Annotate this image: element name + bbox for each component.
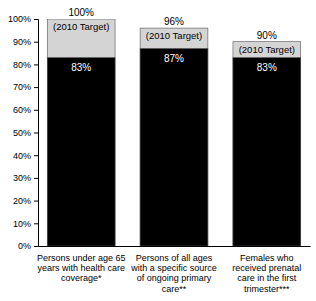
tick: Persons under age 65years with health ca… bbox=[37, 246, 126, 283]
tick-mark bbox=[34, 155, 38, 156]
tick-label: Persons of all ageswith a specific sourc… bbox=[130, 253, 217, 294]
x-axis: Persons under age 65years with health ca… bbox=[37, 246, 311, 294]
tick-label: 100% bbox=[8, 14, 31, 24]
tick-mark bbox=[34, 133, 38, 134]
value-bar bbox=[140, 49, 208, 246]
tick-label: Persons under age 65years with health ca… bbox=[37, 253, 126, 284]
tick-label-line: coverage* bbox=[61, 273, 102, 283]
tick: 60% bbox=[13, 105, 38, 115]
tick-label: 40% bbox=[13, 151, 31, 161]
value-bar bbox=[47, 58, 115, 246]
axis-line bbox=[34, 20, 39, 247]
y-axis: 0% 10% 20% 30% 40% 50% 60% 70% 80% 90% 100% bbox=[8, 14, 39, 251]
tick-label: Females whoreceived prenatalcare in the … bbox=[232, 253, 301, 294]
tick: 0% bbox=[18, 241, 38, 251]
tick-label: 20% bbox=[13, 196, 31, 206]
tick-label-line: of ongoing primary bbox=[137, 273, 212, 283]
tick-mark bbox=[34, 64, 38, 65]
tick: 100% bbox=[8, 14, 38, 24]
tick-mark bbox=[34, 42, 38, 43]
data-label: 96% bbox=[164, 16, 184, 27]
data-label: 87% bbox=[164, 53, 184, 64]
series bbox=[47, 19, 300, 246]
tick: 80% bbox=[13, 60, 38, 70]
tick: 40% bbox=[13, 151, 38, 161]
tick-label-line: Persons of all ages bbox=[136, 253, 213, 263]
value-bar bbox=[233, 58, 301, 246]
tick-label: 30% bbox=[13, 173, 31, 183]
tick-label: 90% bbox=[13, 37, 31, 47]
target-bar bbox=[47, 19, 115, 246]
tick-mark bbox=[34, 246, 38, 247]
target-bar bbox=[140, 28, 208, 246]
tick: 20% bbox=[13, 196, 38, 206]
tick: 70% bbox=[13, 82, 38, 92]
chart: 100% (2010 Target) 96% (2010 Target) 90% (201… bbox=[0, 0, 316, 301]
tick: 50% bbox=[13, 128, 38, 138]
tick-label: 0% bbox=[18, 241, 31, 251]
tick: 90% bbox=[13, 37, 38, 47]
tick-label: 80% bbox=[13, 60, 31, 70]
tick-label: 60% bbox=[13, 105, 31, 115]
data-label: 83% bbox=[71, 62, 91, 73]
data-label: 100% bbox=[68, 7, 94, 18]
tick: Females whoreceived prenatalcare in the … bbox=[232, 246, 301, 294]
tick-mark bbox=[34, 19, 38, 20]
tick-label-line: Persons under age 65 bbox=[37, 253, 126, 263]
tick-label-line: received prenatal bbox=[232, 263, 301, 273]
tick-label-line: care in the first bbox=[237, 273, 297, 283]
series-label: (2010 Target) bbox=[146, 30, 202, 41]
bars bbox=[47, 19, 300, 246]
tick-mark bbox=[34, 201, 38, 202]
tick-mark bbox=[34, 223, 38, 224]
axis-line bbox=[39, 246, 311, 247]
tick-mark bbox=[34, 178, 38, 179]
tick: 30% bbox=[13, 173, 38, 183]
series-label: (2010 Target) bbox=[239, 44, 295, 55]
tick-label-line: care** bbox=[162, 284, 187, 294]
series bbox=[47, 49, 300, 246]
data-label: 90% bbox=[257, 30, 277, 41]
tick: 10% bbox=[13, 219, 38, 229]
target-bar bbox=[233, 42, 301, 246]
data-labels: 100% (2010 Target) 96% (2010 Target) 90% (201… bbox=[53, 7, 295, 73]
series-label: (2010 Target) bbox=[53, 21, 109, 32]
tick-label: 70% bbox=[13, 82, 31, 92]
tick-mark bbox=[34, 110, 38, 111]
tick-mark bbox=[34, 87, 38, 88]
tick-label: 50% bbox=[13, 128, 31, 138]
tick: Persons of all ageswith a specific sourc… bbox=[130, 246, 217, 294]
tick-label-line: with a specific source bbox=[130, 263, 217, 273]
tick-label-line: trimester*** bbox=[244, 284, 290, 294]
data-label: 83% bbox=[257, 62, 277, 73]
tick-label: 10% bbox=[13, 219, 31, 229]
tick-label-line: years with health care bbox=[37, 263, 125, 273]
tick-label-line: Females who bbox=[240, 253, 294, 263]
